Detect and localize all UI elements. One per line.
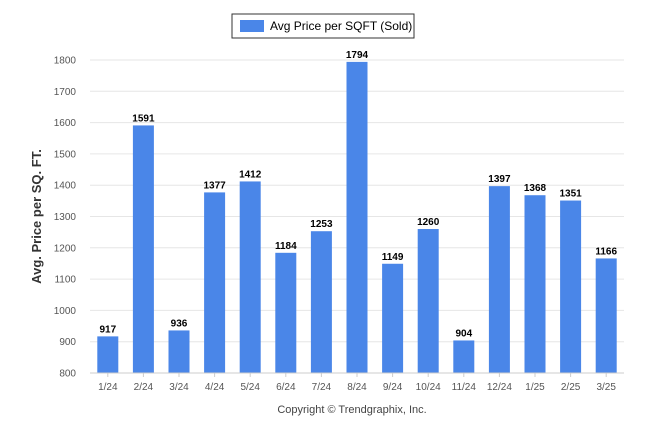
chart-legend[interactable]: Avg Price per SQFT (Sold): [231, 13, 415, 39]
y-tick-label: 1400: [54, 181, 77, 192]
x-tick-label: 7/24: [312, 382, 332, 393]
x-tick-label: 2/25: [561, 382, 581, 393]
data-label: 1591: [132, 113, 155, 124]
y-axis-ticks: 800 900 1000 1100 1200 1300 1400 1500 1600 1700 18…: [54, 56, 77, 380]
data-label: 1351: [559, 189, 582, 200]
bar-9-24[interactable]: [382, 263, 404, 373]
data-label: 1412: [239, 169, 262, 180]
bar-5-24[interactable]: [239, 181, 261, 373]
y-tick-label: 1500: [54, 149, 77, 160]
bar-7-24[interactable]: [310, 231, 332, 373]
data-label: 904: [455, 328, 472, 339]
y-tick-label: 1800: [54, 56, 77, 67]
y-tick-label: 1200: [54, 243, 77, 254]
bar-10-24[interactable]: [417, 229, 439, 373]
bar-3-25[interactable]: [595, 258, 617, 373]
x-axis-ticks: 1/24 2/24 3/24 4/24 5/24 6/24 7/24 8/24 9/24 10/2…: [98, 373, 616, 393]
bar-3-24[interactable]: [168, 330, 190, 373]
data-label: 1149: [382, 252, 404, 263]
x-tick-label: 1/24: [98, 382, 118, 393]
y-tick-label: 1600: [54, 118, 77, 129]
bar-11-24[interactable]: [453, 340, 475, 373]
data-label: 1253: [310, 219, 333, 230]
bar-series: 917 1591 936 1377 1412 1184 1253 1794 1149 1260 90…: [97, 50, 617, 374]
x-tick-label: 6/24: [276, 382, 296, 393]
bar-6-24[interactable]: [275, 252, 297, 373]
y-tick-label: 1000: [54, 306, 77, 317]
x-tick-label: 2/24: [134, 382, 154, 393]
bar-4-24[interactable]: [204, 192, 226, 373]
y-tick-label: 1100: [54, 275, 76, 286]
x-tick-label: 3/24: [169, 382, 189, 393]
x-tick-label: 1/25: [525, 382, 545, 393]
bar-1-25[interactable]: [524, 195, 546, 373]
data-label: 1377: [203, 180, 226, 191]
y-tick-label: 1300: [54, 212, 77, 223]
y-axis-title: Avg. Price per SQ. FT.: [29, 149, 44, 284]
data-label: 1166: [595, 246, 617, 257]
x-tick-label: 4/24: [205, 382, 225, 393]
x-tick-label: 3/25: [596, 382, 616, 393]
x-tick-label: 5/24: [240, 382, 260, 393]
x-tick-label: 11/24: [452, 382, 477, 393]
data-label: 1794: [346, 50, 369, 61]
x-tick-label: 12/24: [487, 382, 512, 393]
x-tick-label: 9/24: [383, 382, 403, 393]
bar-12-24[interactable]: [488, 186, 510, 373]
y-tick-label: 900: [59, 337, 76, 348]
bar-8-24[interactable]: [346, 61, 368, 374]
legend-label: Avg Price per SQFT (Sold): [270, 19, 412, 33]
bar-2-24[interactable]: [132, 125, 154, 374]
data-label: 936: [171, 318, 188, 329]
data-label: 1368: [524, 183, 547, 194]
data-label: 1260: [417, 217, 440, 228]
data-label: 917: [99, 324, 116, 335]
copyright-footer: Copyright © Trendgraphix, Inc.: [277, 404, 426, 416]
y-tick-label: 800: [59, 369, 76, 380]
y-tick-label: 1700: [54, 87, 77, 98]
data-label: 1397: [488, 174, 511, 185]
x-tick-label: 10/24: [416, 382, 441, 393]
legend-swatch: [240, 20, 264, 32]
bar-2-25[interactable]: [560, 200, 582, 373]
data-label: 1184: [275, 241, 297, 252]
bar-1-24[interactable]: [97, 336, 119, 373]
x-tick-label: 8/24: [347, 382, 367, 393]
